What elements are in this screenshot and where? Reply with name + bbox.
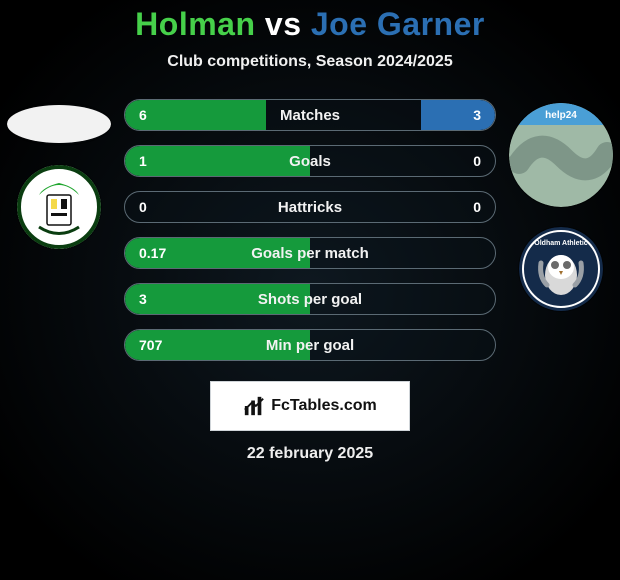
player1-avatar [7,103,111,145]
stat-bar-left [125,146,310,176]
left-avatar-column [4,99,114,249]
stats-column: 6Matches31Goals00Hattricks00.17Goals per… [124,99,496,361]
branding-text: FcTables.com [271,397,377,415]
page-title: Holman vs Joe Garner [0,6,620,43]
branding-logo-icon [243,395,265,417]
subtitle: Club competitions, Season 2024/2025 [0,53,620,71]
stat-value-left: 707 [139,337,162,353]
stat-row: 1Goals0 [124,145,496,177]
stat-value-right: 0 [473,153,481,169]
right-avatar-column: help24 Oldham Athletic [506,99,616,311]
title-vs: vs [265,6,302,42]
player1-club-crest [17,165,101,249]
stat-value-left: 1 [139,153,147,169]
stat-row: 0Hattricks0 [124,191,496,223]
player2-avatar: help24 [509,103,613,207]
stat-value-left: 0 [139,199,147,215]
title-player2: Joe Garner [311,6,485,42]
stat-row: 6Matches3 [124,99,496,131]
stat-value-left: 0.17 [139,245,166,261]
svg-text:Oldham Athletic: Oldham Athletic [534,240,588,247]
branding-badge: FcTables.com [210,381,410,431]
svg-text:help24: help24 [545,110,577,121]
title-player1: Holman [135,6,255,42]
content-row: 6Matches31Goals00Hattricks00.17Goals per… [0,99,620,361]
stat-value-left: 3 [139,291,147,307]
stat-bar-right [421,100,495,130]
stat-row: 707Min per goal [124,329,496,361]
stat-value-left: 6 [139,107,147,123]
stat-value-right: 0 [473,199,481,215]
player2-club-crest: Oldham Athletic [519,227,603,311]
stat-row: 0.17Goals per match [124,237,496,269]
stat-bar-left [125,284,310,314]
stat-label: Hattricks [125,199,495,216]
stat-value-right: 3 [473,107,481,123]
stat-row: 3Shots per goal [124,283,496,315]
comparison-infographic: Holman vs Joe Garner Club competitions, … [0,0,620,580]
date-text: 22 february 2025 [0,445,620,463]
